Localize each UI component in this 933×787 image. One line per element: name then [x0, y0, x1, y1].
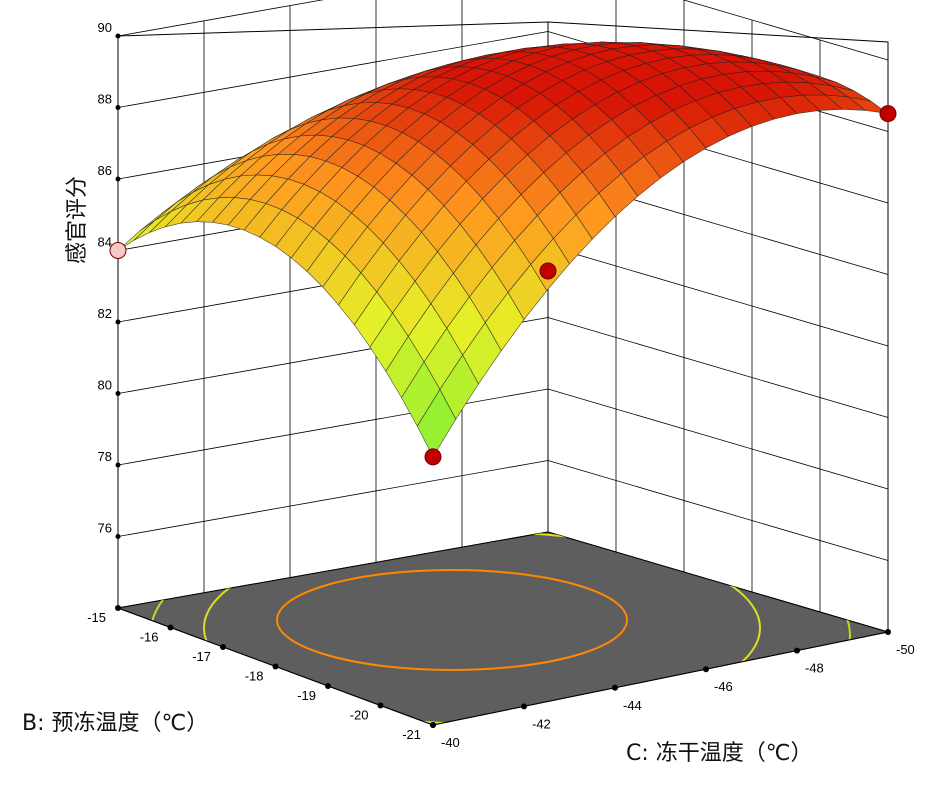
wall-gridline-z	[117, 388, 549, 466]
design-point	[424, 448, 442, 466]
z-tick-mark	[115, 176, 121, 182]
b-tick-mark	[377, 702, 384, 709]
z-tick-mark	[115, 33, 121, 39]
design-point	[879, 105, 897, 123]
wall-gridline-z	[547, 388, 889, 490]
c-tick-mark	[794, 647, 800, 654]
z-axis-ticks: 90 88 86 84 82 80 78 76	[98, 20, 121, 539]
z-tick-label: 78	[98, 449, 112, 464]
c-tick-label: -46	[714, 679, 733, 694]
z-tick-label: 86	[98, 163, 112, 178]
b-tick-label: -20	[350, 708, 369, 723]
z-tick-label: 84	[98, 235, 112, 250]
wall-gridline-z	[117, 0, 324, 37]
design-points	[109, 105, 897, 466]
b-tick-label: -18	[245, 669, 264, 684]
wall-gridline-z	[547, 317, 889, 418]
z-tick-mark	[115, 391, 121, 396]
z-tick-mark	[115, 319, 121, 325]
wall-gridline-z	[117, 460, 549, 537]
wall-gridline-z	[547, 460, 889, 561]
z-tick-label: 76	[98, 521, 112, 536]
contour-inner	[276, 569, 628, 671]
b-tick-label: -17	[192, 649, 211, 664]
b-tick-label: -21	[402, 727, 421, 742]
z-axis-title: 感官评分	[65, 176, 90, 265]
surface-facet	[416, 388, 457, 458]
c-tick-label: -42	[532, 716, 551, 731]
wall-gridline-z	[547, 245, 889, 347]
z-tick-label: 90	[98, 20, 112, 35]
b-tick-label: -15	[87, 610, 106, 625]
response-surface	[117, 41, 889, 458]
b-tick-mark	[167, 624, 174, 631]
c-axis-ticks: -40 -42 -44 -46 -48 -50	[430, 629, 915, 750]
c-axis-title: C: 冻干温度（℃）	[626, 741, 813, 766]
z-tick-label: 88	[98, 92, 112, 107]
z-tick-label: 82	[98, 306, 112, 321]
z-tick-label: 80	[98, 378, 112, 393]
z-tick-mark	[115, 462, 121, 468]
b-tick-label: -16	[140, 630, 159, 645]
c-tick-label: -50	[896, 642, 915, 657]
b-tick-label: -19	[297, 688, 316, 703]
c-tick-mark	[612, 684, 618, 691]
c-tick-mark	[703, 666, 709, 673]
b-tick-mark	[325, 683, 331, 689]
design-point	[539, 262, 557, 280]
z-tick-mark	[115, 105, 121, 110]
z-tick-mark	[115, 534, 121, 539]
c-tick-mark	[885, 629, 891, 635]
c-tick-mark	[430, 722, 436, 728]
b-tick-mark	[115, 605, 121, 611]
b-axis-title: B: 预冻温度（℃）	[22, 711, 209, 736]
c-axis-line	[432, 631, 889, 726]
design-point	[109, 242, 127, 259]
wall-gridline-z	[117, 31, 549, 108]
c-tick-mark	[521, 703, 527, 710]
c-tick-label: -40	[441, 735, 460, 750]
c-tick-label: -44	[623, 698, 642, 713]
b-axis-ticks: -15 -16 -17 -18 -19 -20 -21	[87, 605, 436, 742]
c-tick-label: -48	[805, 661, 824, 676]
wall-gridline-z	[682, 0, 889, 61]
b-tick-mark	[272, 663, 279, 670]
b-tick-mark	[220, 644, 226, 650]
